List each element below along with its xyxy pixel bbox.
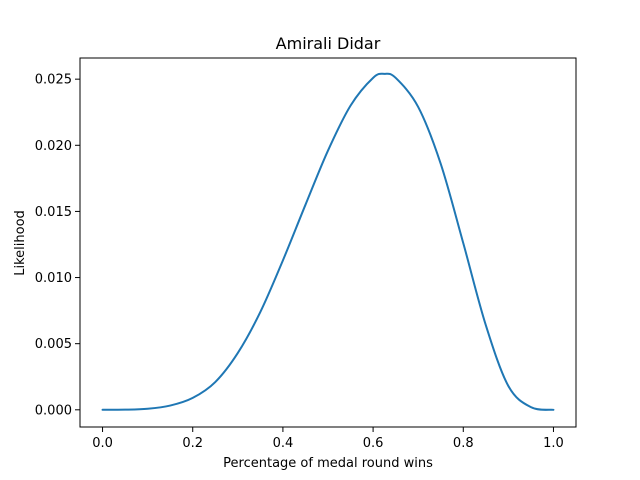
chart-title: Amirali Didar [276,34,381,53]
x-tick-label: 0.4 [273,436,294,451]
plot-area [80,58,576,427]
x-tick-label: 0.8 [453,436,474,451]
y-tick-label: 0.000 [35,403,72,418]
x-axis-label: Percentage of medal round wins [223,456,433,471]
y-tick-label: 0.020 [35,139,72,154]
series-line-0 [101,72,555,411]
x-tick-label: 1.0 [543,436,564,451]
y-tick-label: 0.010 [35,271,72,286]
y-tick-label: 0.005 [35,337,72,352]
x-tick-label: 0.2 [182,436,203,451]
y-tick-label: 0.025 [35,73,72,88]
y-axis-label: Likelihood [13,210,28,276]
series-layer [101,72,555,411]
axes-frame [79,57,577,428]
x-tick-label: 0.6 [363,436,384,451]
y-tick-label: 0.015 [35,205,72,220]
tick-layer: 0.0 0.2 0.4 0.6 0.8 1.0 0.000 0.005 0.010 0.015 0.… [35,73,564,451]
x-tick-label: 0.0 [92,436,113,451]
